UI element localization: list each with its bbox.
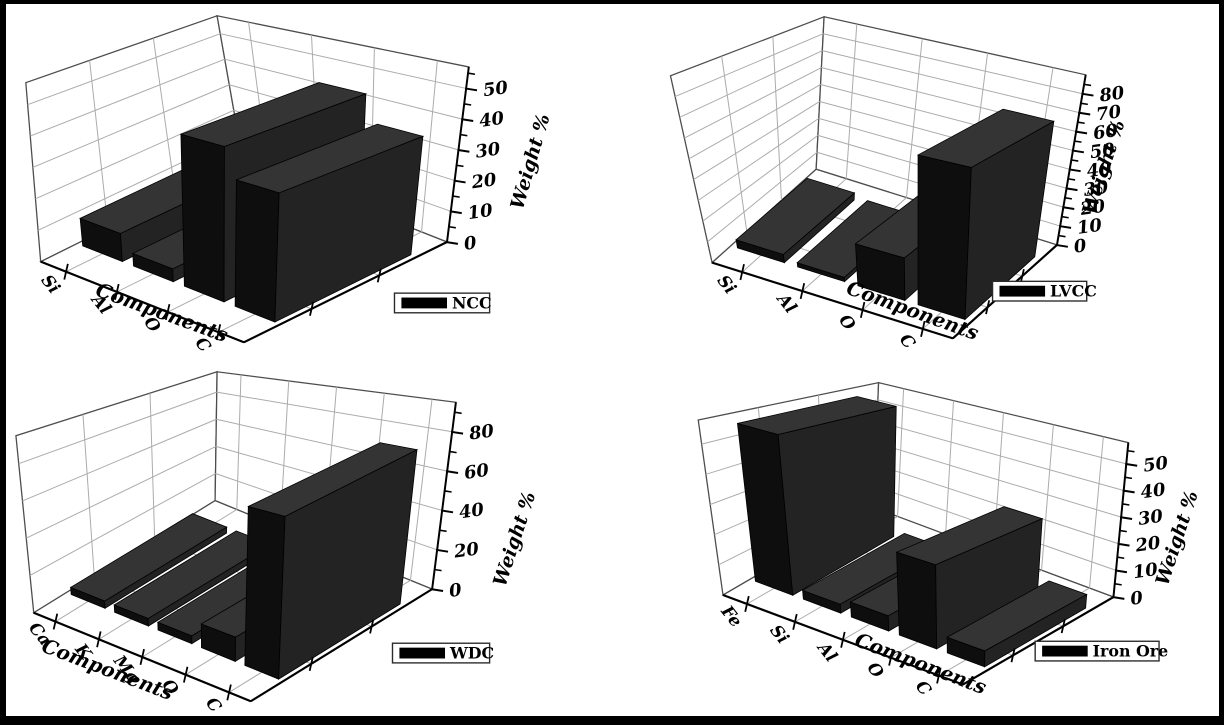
svg-text:10: 10 — [1075, 215, 1103, 239]
legend-swatch — [1041, 645, 1088, 657]
bars — [79, 82, 425, 323]
svg-text:O: O — [835, 310, 860, 334]
svg-text:70: 70 — [1094, 101, 1122, 125]
svg-text:C: C — [202, 693, 226, 716]
svg-text:40: 40 — [1139, 479, 1167, 503]
svg-text:80: 80 — [1097, 82, 1126, 106]
z-axis-title: Weight % — [489, 489, 541, 589]
bars — [734, 108, 1055, 321]
svg-text:30: 30 — [1136, 506, 1164, 530]
svg-text:C: C — [895, 330, 919, 353]
svg-text:Fe: Fe — [716, 601, 746, 631]
legend-label: Iron Ore — [1092, 642, 1168, 661]
bar-Fe — [736, 396, 897, 596]
svg-text:50: 50 — [1088, 139, 1116, 163]
z-axis-title: Weight % — [506, 111, 554, 211]
svg-text:Si: Si — [713, 271, 740, 298]
legend-swatch — [399, 647, 446, 659]
bar-C — [234, 123, 425, 323]
legend: LVCC — [991, 280, 1097, 302]
bar-C — [916, 108, 1055, 321]
svg-text:30: 30 — [474, 138, 502, 162]
svg-text:10: 10 — [1131, 559, 1159, 583]
svg-text:0: 0 — [463, 232, 479, 255]
legend-swatch — [998, 285, 1045, 297]
bars — [69, 442, 419, 680]
svg-text:20: 20 — [469, 169, 498, 193]
bar-O — [895, 506, 1043, 650]
svg-text:50: 50 — [1141, 452, 1169, 476]
legend-label: NCC — [452, 293, 492, 312]
svg-text:40: 40 — [478, 108, 506, 132]
svg-text:40: 40 — [458, 499, 486, 523]
svg-text:50: 50 — [482, 77, 510, 101]
legend: NCC — [393, 292, 492, 314]
svg-text:Si: Si — [37, 270, 64, 297]
chart-lvcc: LVCC SiAlOCComponents01020304050607080We… — [612, 4, 1219, 360]
svg-text:20: 20 — [1077, 196, 1106, 220]
svg-text:Si: Si — [766, 621, 793, 648]
svg-text:Al: Al — [772, 288, 801, 317]
svg-text:0: 0 — [1129, 587, 1145, 610]
bar-C — [244, 442, 419, 680]
svg-text:10: 10 — [466, 200, 494, 224]
legend: Iron Ore — [1033, 640, 1168, 662]
bar-K — [113, 530, 272, 627]
svg-text:0: 0 — [1072, 235, 1088, 258]
svg-text:20: 20 — [1133, 532, 1162, 556]
svg-text:30: 30 — [1082, 177, 1110, 201]
svg-text:Al: Al — [812, 637, 841, 666]
svg-text:60: 60 — [1091, 120, 1119, 144]
bar-Si — [734, 177, 855, 264]
bars — [736, 396, 1088, 668]
legend-label: LVCC — [1050, 282, 1097, 301]
bar-Ca — [69, 513, 228, 610]
svg-text:40: 40 — [1085, 158, 1113, 182]
legend-label: WDC — [449, 644, 494, 663]
bar-C — [945, 580, 1088, 668]
chart-plot-lvcc: SiAlOCComponents01020304050607080Weight … — [669, 15, 1129, 353]
legend: WDC — [391, 642, 494, 664]
chart-iron-ore: Iron Ore FeSiAlOCComponents01020304050We… — [612, 360, 1219, 716]
svg-text:80: 80 — [467, 420, 496, 444]
svg-text:20: 20 — [452, 538, 481, 562]
svg-text:0: 0 — [448, 579, 464, 602]
svg-text:60: 60 — [463, 460, 491, 484]
legend-swatch — [401, 297, 448, 309]
